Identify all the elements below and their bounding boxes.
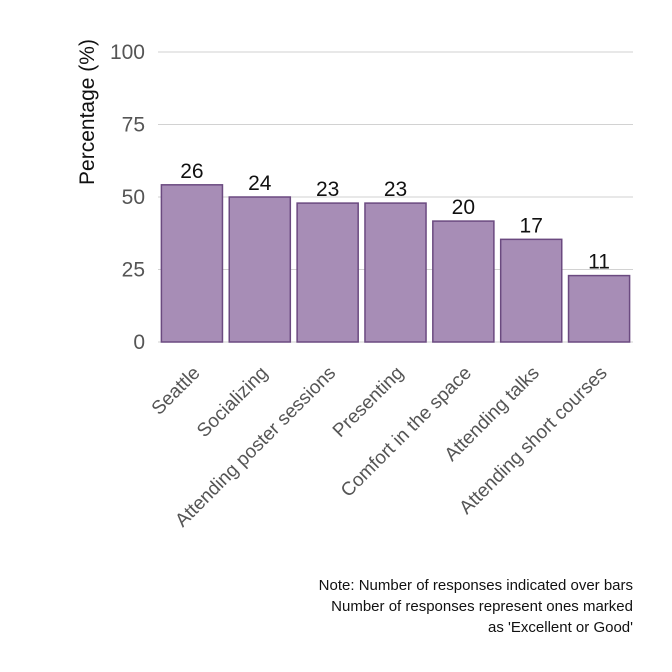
y-axis-ticks: 0 25 50 75 100 (110, 41, 145, 354)
x-tick-label: Comfort in the space (337, 363, 476, 502)
data-label: 26 (180, 160, 203, 183)
y-tick-label: 25 (122, 259, 145, 282)
y-tick-label: 50 (122, 186, 145, 209)
data-label: 11 (588, 251, 610, 274)
data-label: 20 (452, 196, 475, 219)
x-tick-label: Seattle (148, 363, 205, 420)
bar (499, 238, 563, 343)
bar (567, 274, 631, 343)
data-label: 17 (520, 214, 543, 237)
bar (364, 202, 427, 343)
data-label: 23 (316, 178, 339, 201)
bar (228, 196, 292, 343)
bars (160, 184, 631, 343)
note-line-1: Note: Number of responses indicated over… (319, 577, 633, 594)
note-line-3: as 'Excellent or Good' (488, 619, 633, 636)
data-label: 23 (384, 178, 407, 201)
y-tick-label: 100 (110, 41, 145, 64)
footnote: Note: Number of responses indicated over… (319, 577, 633, 636)
y-tick-label: 75 (122, 114, 145, 137)
data-labels: 26 24 23 23 20 17 11 (180, 160, 610, 274)
bar (160, 184, 224, 343)
y-tick-label: 0 (133, 331, 145, 354)
bar (296, 202, 359, 343)
y-axis-label: Percentage (%) (76, 39, 99, 185)
bar (432, 220, 495, 343)
data-label: 24 (248, 172, 272, 195)
note-line-2: Number of responses represent ones marke… (331, 598, 633, 615)
